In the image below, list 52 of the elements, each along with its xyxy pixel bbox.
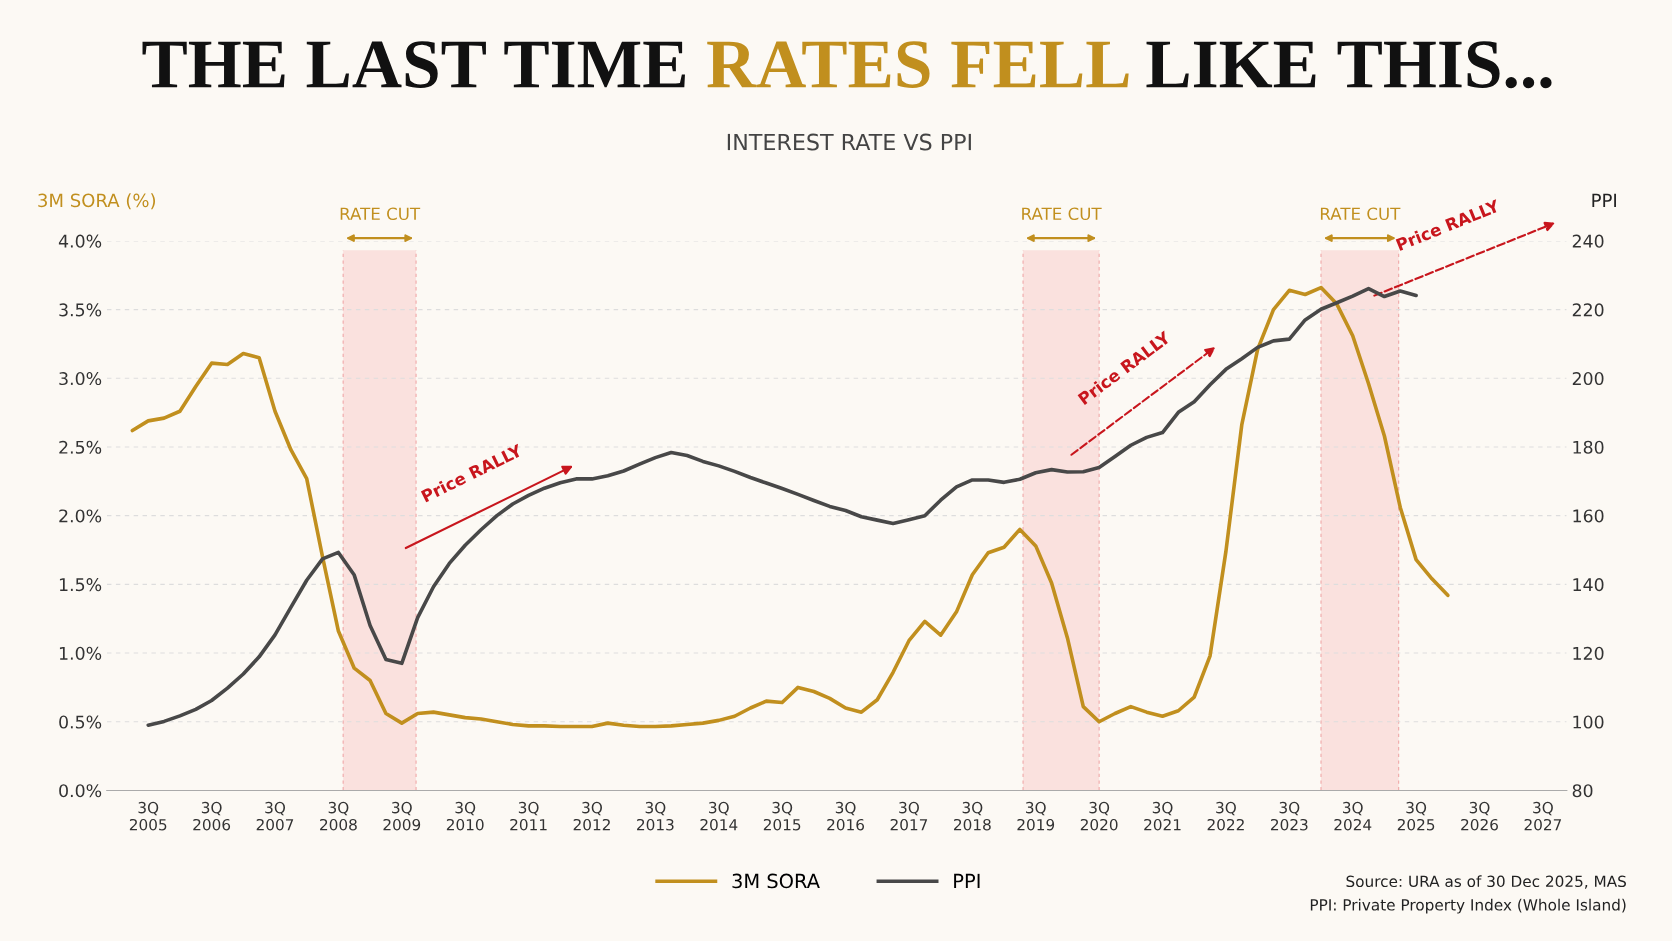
y2-tick-label: 80 [1572,784,1593,798]
y-tick-label: 2.0% [59,509,102,523]
x-tick-label: 3Q 2016 [827,801,865,831]
x-tick-label: 3Q 2021 [1144,801,1181,831]
y2-axis-title: PPI [1592,193,1616,207]
x-tick-label: 3Q 2025 [1397,801,1435,831]
source-note: Source: URA as of 30 Dec 2025, MAS [1346,875,1627,889]
y-axis-title: 3M SORA (%) [38,193,156,210]
x-tick-label: 3Q 2020 [1080,801,1118,831]
chart-title: THE LAST TIME RATES FELL LIKE THIS... [142,41,1552,89]
x-tick-label: 3Q 2006 [193,801,231,831]
y-tick-label: 1.5% [59,578,102,592]
text: PPI: Private Property Index (Whole Island) [1310,898,1626,914]
x-tick-label: 3Q 2015 [763,801,801,831]
x-tick-label: 3Q 2011 [510,801,547,831]
y2-tick-label: 220 [1572,303,1604,317]
y2-tick-label: 140 [1573,578,1604,592]
x-tick-label: 3Q 2019 [1017,801,1055,831]
y-tick-label: 3.0% [59,371,102,386]
x-tick-label: 3Q 2013 [637,801,674,831]
text: RATE CUT [1320,207,1401,221]
x-tick-label: 3Q 2014 [700,801,738,831]
y2-tick-label: 100 [1573,715,1604,729]
x-tick-label: 3Q 2024 [1334,801,1372,831]
x-tick-label: 3Q 2017 [890,801,928,831]
y2-tick-label: 200 [1572,371,1604,386]
x-tick-label: 3Q 2008 [320,801,357,831]
y-tick-label: 2.5% [59,440,102,454]
legend-label: PPI [954,873,980,889]
x-tick-label: 3Q 2005 [129,801,167,831]
x-tick-label: 3Q 2022 [1207,801,1244,831]
y2-tick-label: 240 [1572,234,1604,248]
text: RATE CUT [340,207,421,221]
y-tick-label: 4.0% [58,234,102,248]
chart-subtitle: INTEREST RATE VS PPI [727,133,971,151]
y-tick-label: 0.5% [59,715,102,729]
y-tick-label: 1.0% [59,646,102,660]
legend-label: 3M SORA [732,873,820,889]
x-tick-label: 3Q 2018 [954,801,991,831]
x-tick-label: 3Q 2010 [446,801,484,831]
y2-tick-label: 180 [1573,440,1604,454]
x-tick-label: 3Q 2007 [256,801,294,831]
x-tick-label: 3Q 2026 [1461,801,1498,831]
x-tick-label: 3Q 2009 [383,801,421,831]
y2-tick-label: 160 [1573,509,1604,523]
x-tick-label: 3Q 2027 [1524,801,1562,831]
y2-tick-label: 120 [1573,646,1604,660]
y-tick-label: 3.5% [59,303,102,317]
y-tick-label: 0.0% [59,784,102,798]
x-tick-label: 3Q 2012 [573,801,610,831]
x-tick-label: 3Q 2023 [1270,801,1308,831]
text: RATE CUT [1022,207,1102,221]
